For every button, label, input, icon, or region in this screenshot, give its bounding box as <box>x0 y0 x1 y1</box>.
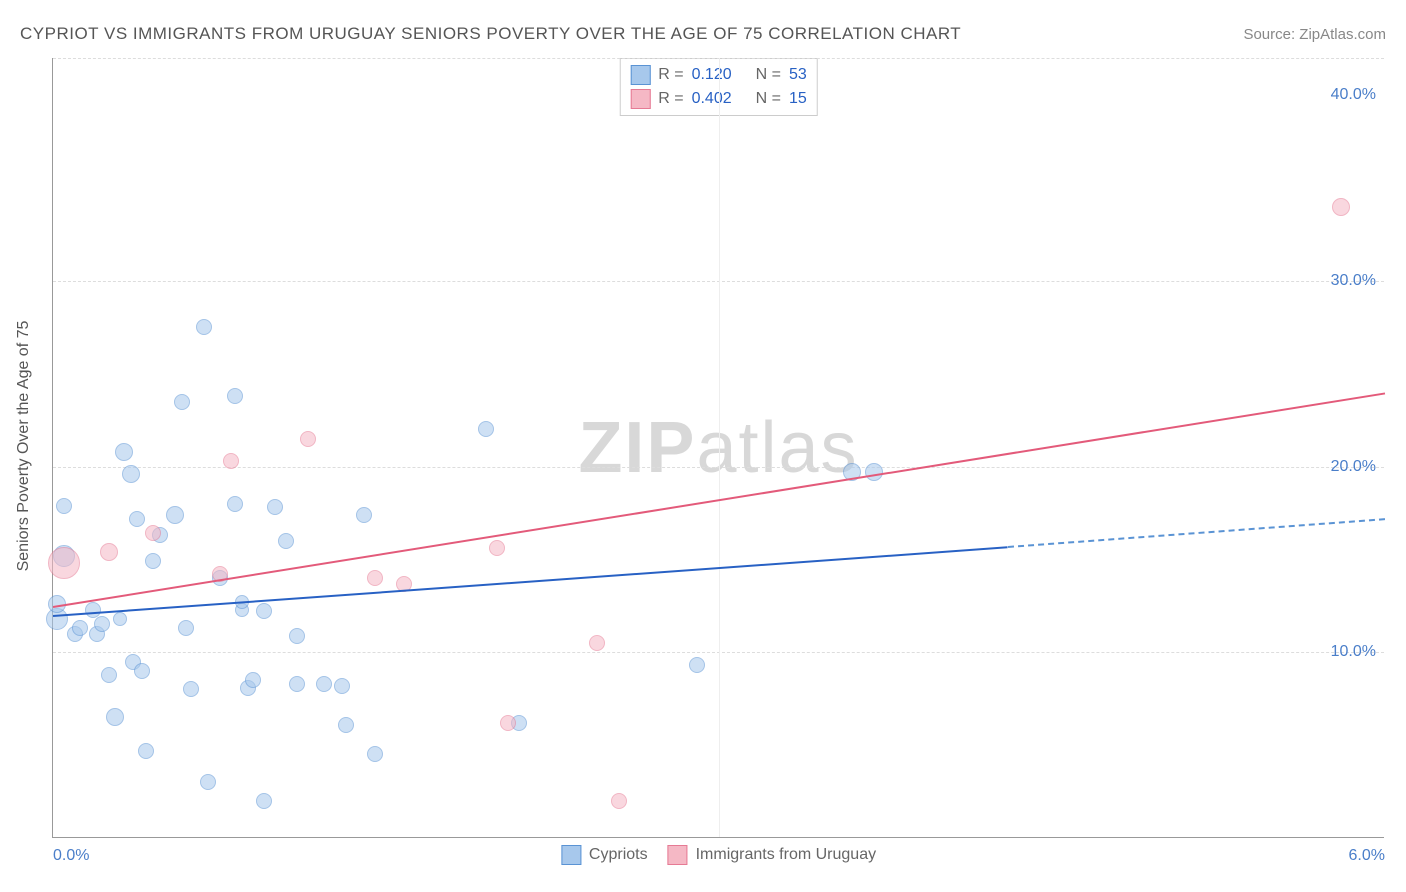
y-tick-label: 20.0% <box>1331 458 1376 476</box>
data-point <box>256 793 272 809</box>
swatch-icon <box>630 65 650 85</box>
data-point <box>138 743 154 759</box>
data-point <box>289 676 305 692</box>
swatch-icon <box>561 845 581 865</box>
y-axis-label: Seniors Poverty Over the Age of 75 <box>15 321 33 572</box>
data-point <box>589 635 605 651</box>
data-point <box>106 708 124 726</box>
data-point <box>166 506 184 524</box>
data-point <box>689 657 705 673</box>
data-point <box>338 717 354 733</box>
stat-n-label: N = <box>756 63 781 87</box>
legend-label: Immigrants from Uruguay <box>696 846 877 864</box>
swatch-icon <box>668 845 688 865</box>
data-point <box>48 547 80 579</box>
data-point <box>56 498 72 514</box>
data-point <box>94 616 110 632</box>
y-tick-label: 40.0% <box>1331 86 1376 104</box>
stat-n-value: 53 <box>789 63 807 87</box>
stat-n-value: 15 <box>789 87 807 111</box>
watermark-bold: ZIP <box>578 408 696 488</box>
data-point <box>227 496 243 512</box>
legend-item: Cypriots <box>561 845 648 865</box>
legend-label: Cypriots <box>589 846 648 864</box>
correlation-chart: CYPRIOT VS IMMIGRANTS FROM URUGUAY SENIO… <box>0 0 1406 892</box>
y-tick-label: 10.0% <box>1331 643 1376 661</box>
data-point <box>334 678 350 694</box>
data-point <box>300 431 316 447</box>
data-point <box>72 620 88 636</box>
stat-r-label: R = <box>658 63 683 87</box>
data-point <box>278 533 294 549</box>
stat-r-label: R = <box>658 87 683 111</box>
y-tick-label: 30.0% <box>1331 272 1376 290</box>
x-tick-label: 6.0% <box>1349 847 1385 865</box>
watermark-light: atlas <box>696 408 858 488</box>
data-point <box>145 525 161 541</box>
trend-line <box>1008 519 1386 549</box>
data-point <box>256 603 272 619</box>
data-point <box>611 793 627 809</box>
data-point <box>223 453 239 469</box>
data-point <box>500 715 516 731</box>
data-point <box>178 620 194 636</box>
source-attribution: Source: ZipAtlas.com <box>1243 26 1386 43</box>
legend-item: Immigrants from Uruguay <box>668 845 877 865</box>
series-legend: Cypriots Immigrants from Uruguay <box>561 845 876 865</box>
stat-n-label: N = <box>756 87 781 111</box>
data-point <box>129 511 145 527</box>
data-point <box>145 553 161 569</box>
data-point <box>489 540 505 556</box>
data-point <box>356 507 372 523</box>
data-point <box>174 394 190 410</box>
x-tick-label: 0.0% <box>53 847 89 865</box>
data-point <box>267 499 283 515</box>
data-point <box>316 676 332 692</box>
data-point <box>1332 198 1350 216</box>
data-point <box>200 774 216 790</box>
data-point <box>113 612 127 626</box>
data-point <box>478 421 494 437</box>
data-point <box>115 443 133 461</box>
data-point <box>289 628 305 644</box>
grid-line <box>719 58 720 837</box>
data-point <box>85 602 101 618</box>
data-point <box>367 570 383 586</box>
stat-r-value: 0.120 <box>692 63 732 87</box>
data-point <box>227 388 243 404</box>
stat-r-value: 0.402 <box>692 87 732 111</box>
data-point <box>100 543 118 561</box>
swatch-icon <box>630 89 650 109</box>
plot-area: ZIPatlas R = 0.120 N = 53 R = 0.402 N = … <box>52 58 1384 838</box>
chart-title: CYPRIOT VS IMMIGRANTS FROM URUGUAY SENIO… <box>20 24 961 44</box>
data-point <box>245 672 261 688</box>
data-point <box>101 667 117 683</box>
data-point <box>183 681 199 697</box>
data-point <box>196 319 212 335</box>
data-point <box>367 746 383 762</box>
data-point <box>134 663 150 679</box>
data-point <box>122 465 140 483</box>
trend-line <box>53 546 1008 617</box>
